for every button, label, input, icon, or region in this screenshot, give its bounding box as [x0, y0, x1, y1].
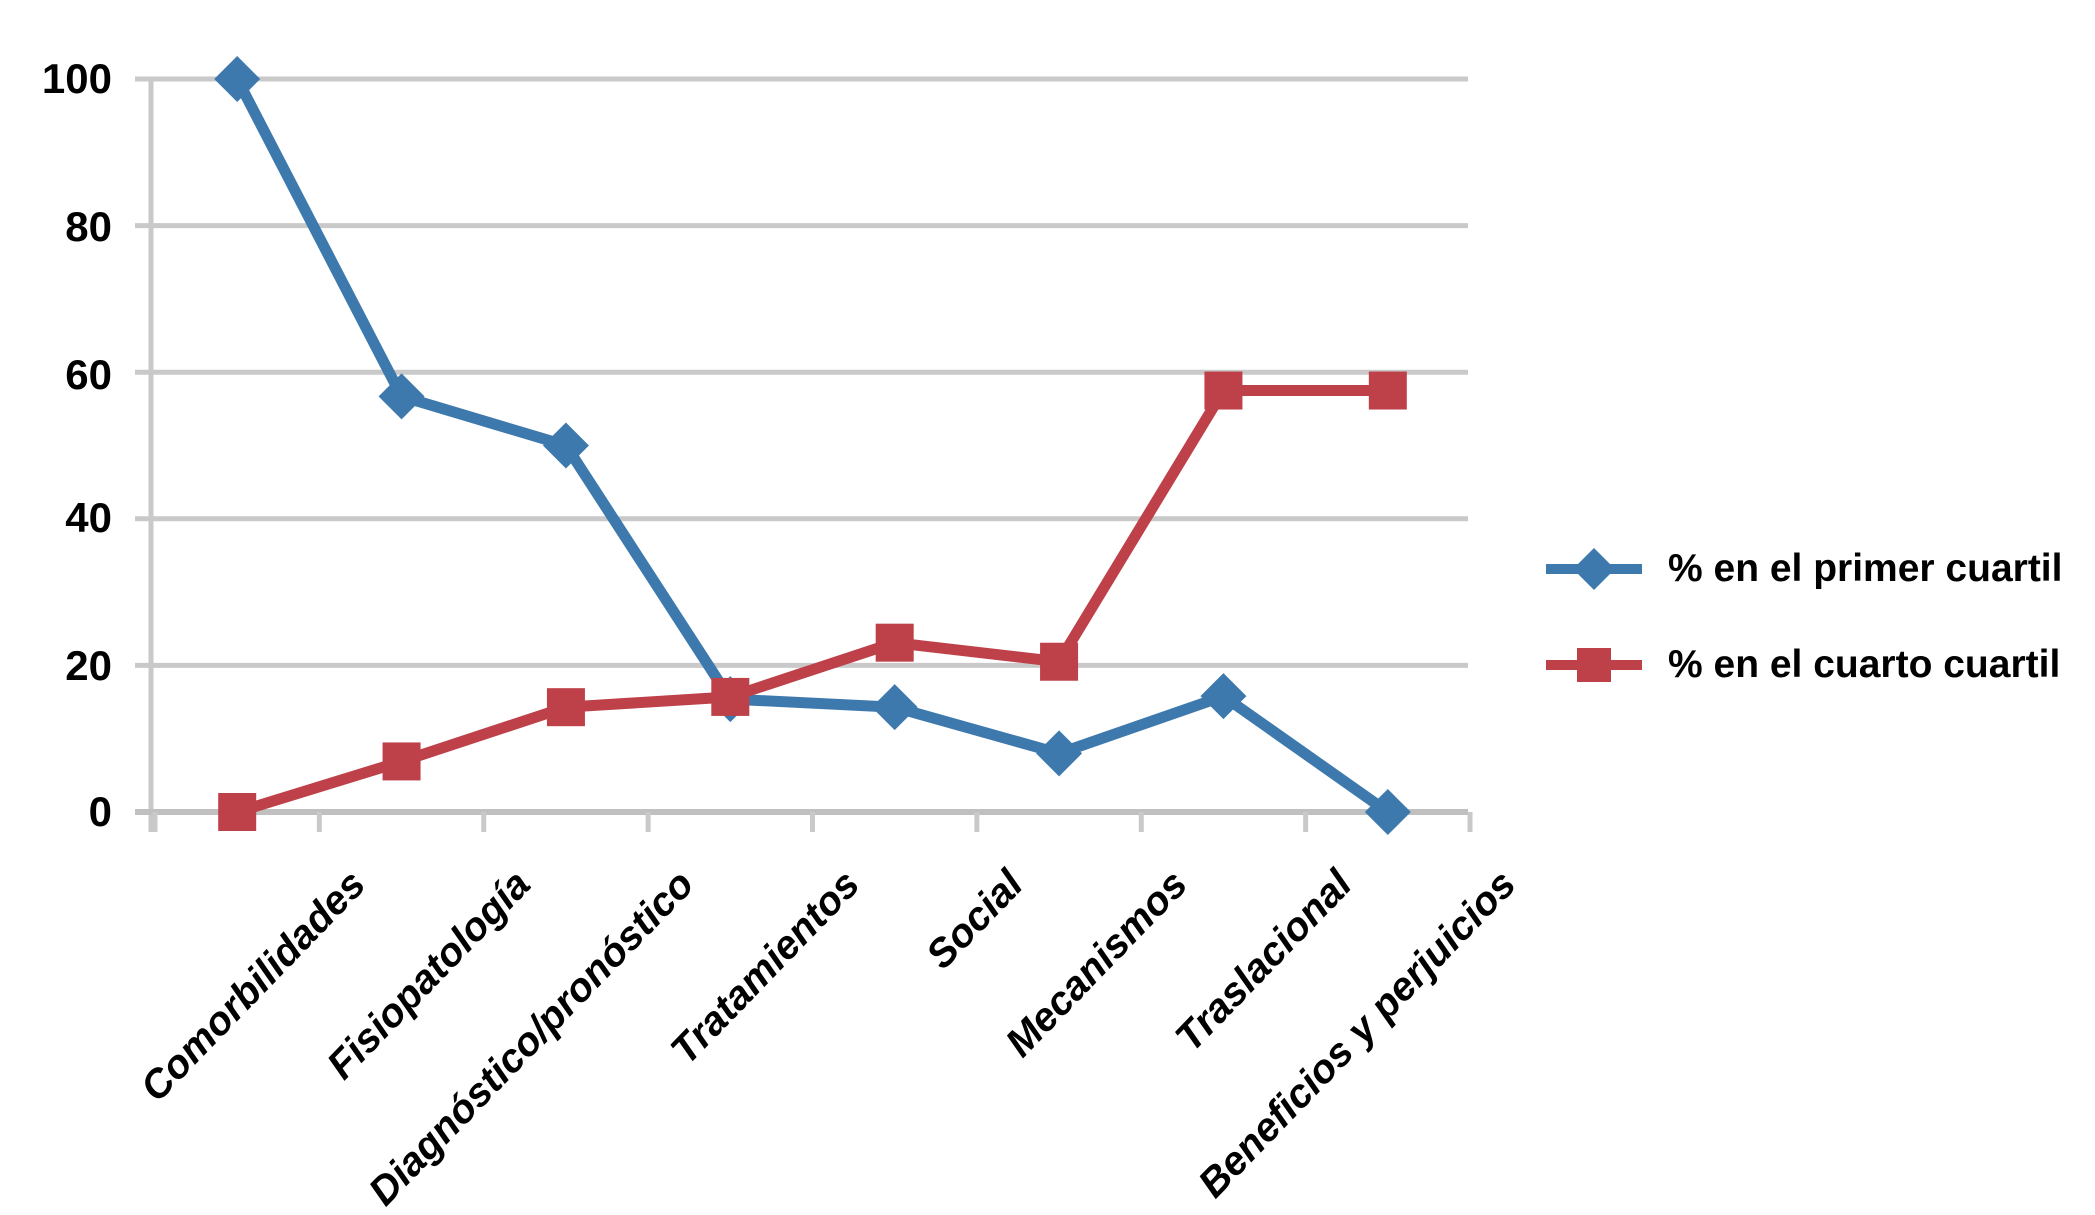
data-point-square	[1368, 371, 1407, 410]
data-point-diamond	[542, 422, 589, 469]
y-axis-tick-label: 20	[65, 642, 112, 689]
series-line-0	[232, 76, 1391, 817]
legend-item-primer-cuartil: % en el primer cuartil	[1546, 546, 2062, 592]
y-axis-tick-label: 60	[65, 351, 112, 398]
y-axis-tick-label: 0	[88, 788, 112, 835]
data-point-diamond	[214, 56, 261, 102]
data-point-square	[875, 623, 914, 662]
data-point-diamond	[1200, 673, 1247, 720]
data-point-diamond	[1036, 730, 1083, 777]
data-point-square	[382, 742, 421, 781]
legend-diamond-marker-icon	[1546, 548, 1642, 590]
y-axis-tick-label: 40	[65, 494, 112, 541]
legend-square-marker-icon	[1546, 648, 1642, 682]
data-point-diamond	[1364, 789, 1411, 835]
data-point-square	[711, 677, 750, 716]
y-axis-tick-label: 80	[65, 203, 112, 250]
data-point-diamond	[378, 373, 425, 420]
y-axis-tick-label: 100	[41, 55, 112, 102]
data-point-square	[546, 688, 585, 727]
legend-label: % en el cuarto cuartil	[1668, 643, 2061, 686]
data-point-square	[218, 793, 257, 831]
series-line-1	[235, 385, 1388, 818]
legend-label: % en el primer cuartil	[1668, 547, 2063, 590]
data-point-square	[1040, 642, 1079, 681]
legend-item-cuarto-cuartil: % en el cuarto cuartil	[1546, 642, 2060, 688]
data-point-diamond	[871, 684, 918, 731]
data-point-square	[1204, 371, 1243, 410]
